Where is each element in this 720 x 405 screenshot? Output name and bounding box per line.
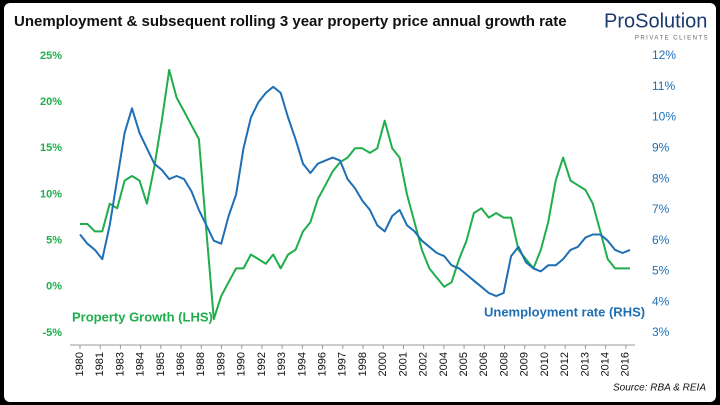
x-tick-label: 2013 [579,352,591,376]
x-tick-label: 2010 [539,352,551,376]
annotation: Unemployment rate (RHS) [484,304,645,319]
x-tick-label: 2004 [438,352,450,376]
x-tick-label: 1989 [215,352,227,376]
card [4,3,716,402]
y-tick-label: 0% [46,281,62,293]
x-tick-label: 2001 [397,352,409,376]
y2-tick-label: 12% [652,48,676,62]
y2-tick-label: 3% [652,325,670,339]
x-tick-label: 1981 [94,352,106,376]
y-tick-label: -5% [42,327,62,339]
source: Source: RBA & REIA [613,383,706,394]
x-tick-label: 2006 [478,352,490,376]
x-tick-label: 1988 [195,352,207,376]
y2-tick-label: 4% [652,294,670,308]
x-tick-label: 2016 [620,352,632,376]
y2-tick-label: 5% [652,264,670,278]
y-tick-label: 10% [40,188,62,200]
x-tick-label: 1983 [114,352,126,376]
y-tick-label: 25% [40,50,62,62]
y-tick-label: 15% [40,142,62,154]
y2-tick-label: 11% [652,79,675,93]
x-tick-label: 1984 [135,352,147,376]
x-tick-label: 2009 [519,352,531,376]
x-tick-label: 1980 [74,352,86,376]
x-tick-label: 2000 [377,352,389,376]
line [79,85,631,298]
chart-title: Unemployment & subsequent rolling 3 year… [14,13,567,30]
x-tick-label: 2012 [559,352,571,376]
y2-tick-label: 8% [652,171,670,185]
x-tick-label: 2005 [458,352,470,376]
x-tick-label: 1994 [296,352,308,376]
x-tick-label: 1990 [236,352,248,376]
y2-tick-label: 7% [652,202,670,216]
x-tick-label: 1996 [317,352,329,376]
y2-tick-label: 10% [652,110,676,124]
annotation: Property Growth (LHS) [72,309,213,324]
x-tick-label: 1986 [175,352,187,376]
x-tick-label: 1992 [256,352,268,376]
x-tick-label: 1997 [337,352,349,376]
x-tick-label: 1985 [155,352,167,376]
x-tick-label: 2014 [600,352,612,376]
x-tick-label: 2008 [498,352,510,376]
x-tick-label: 2002 [418,352,430,376]
line [80,68,630,321]
y-tick-label: 5% [46,235,62,247]
logo-subtitle: PRIVATE CLIENTS [635,36,709,42]
y-tick-label: 20% [40,96,62,108]
y2-tick-label: 9% [652,141,670,155]
y2-tick-label: 6% [652,233,670,247]
logo: ProSolution [604,10,707,32]
x-tick-label: 1993 [276,352,288,376]
x-tick-label: 1998 [357,352,369,376]
